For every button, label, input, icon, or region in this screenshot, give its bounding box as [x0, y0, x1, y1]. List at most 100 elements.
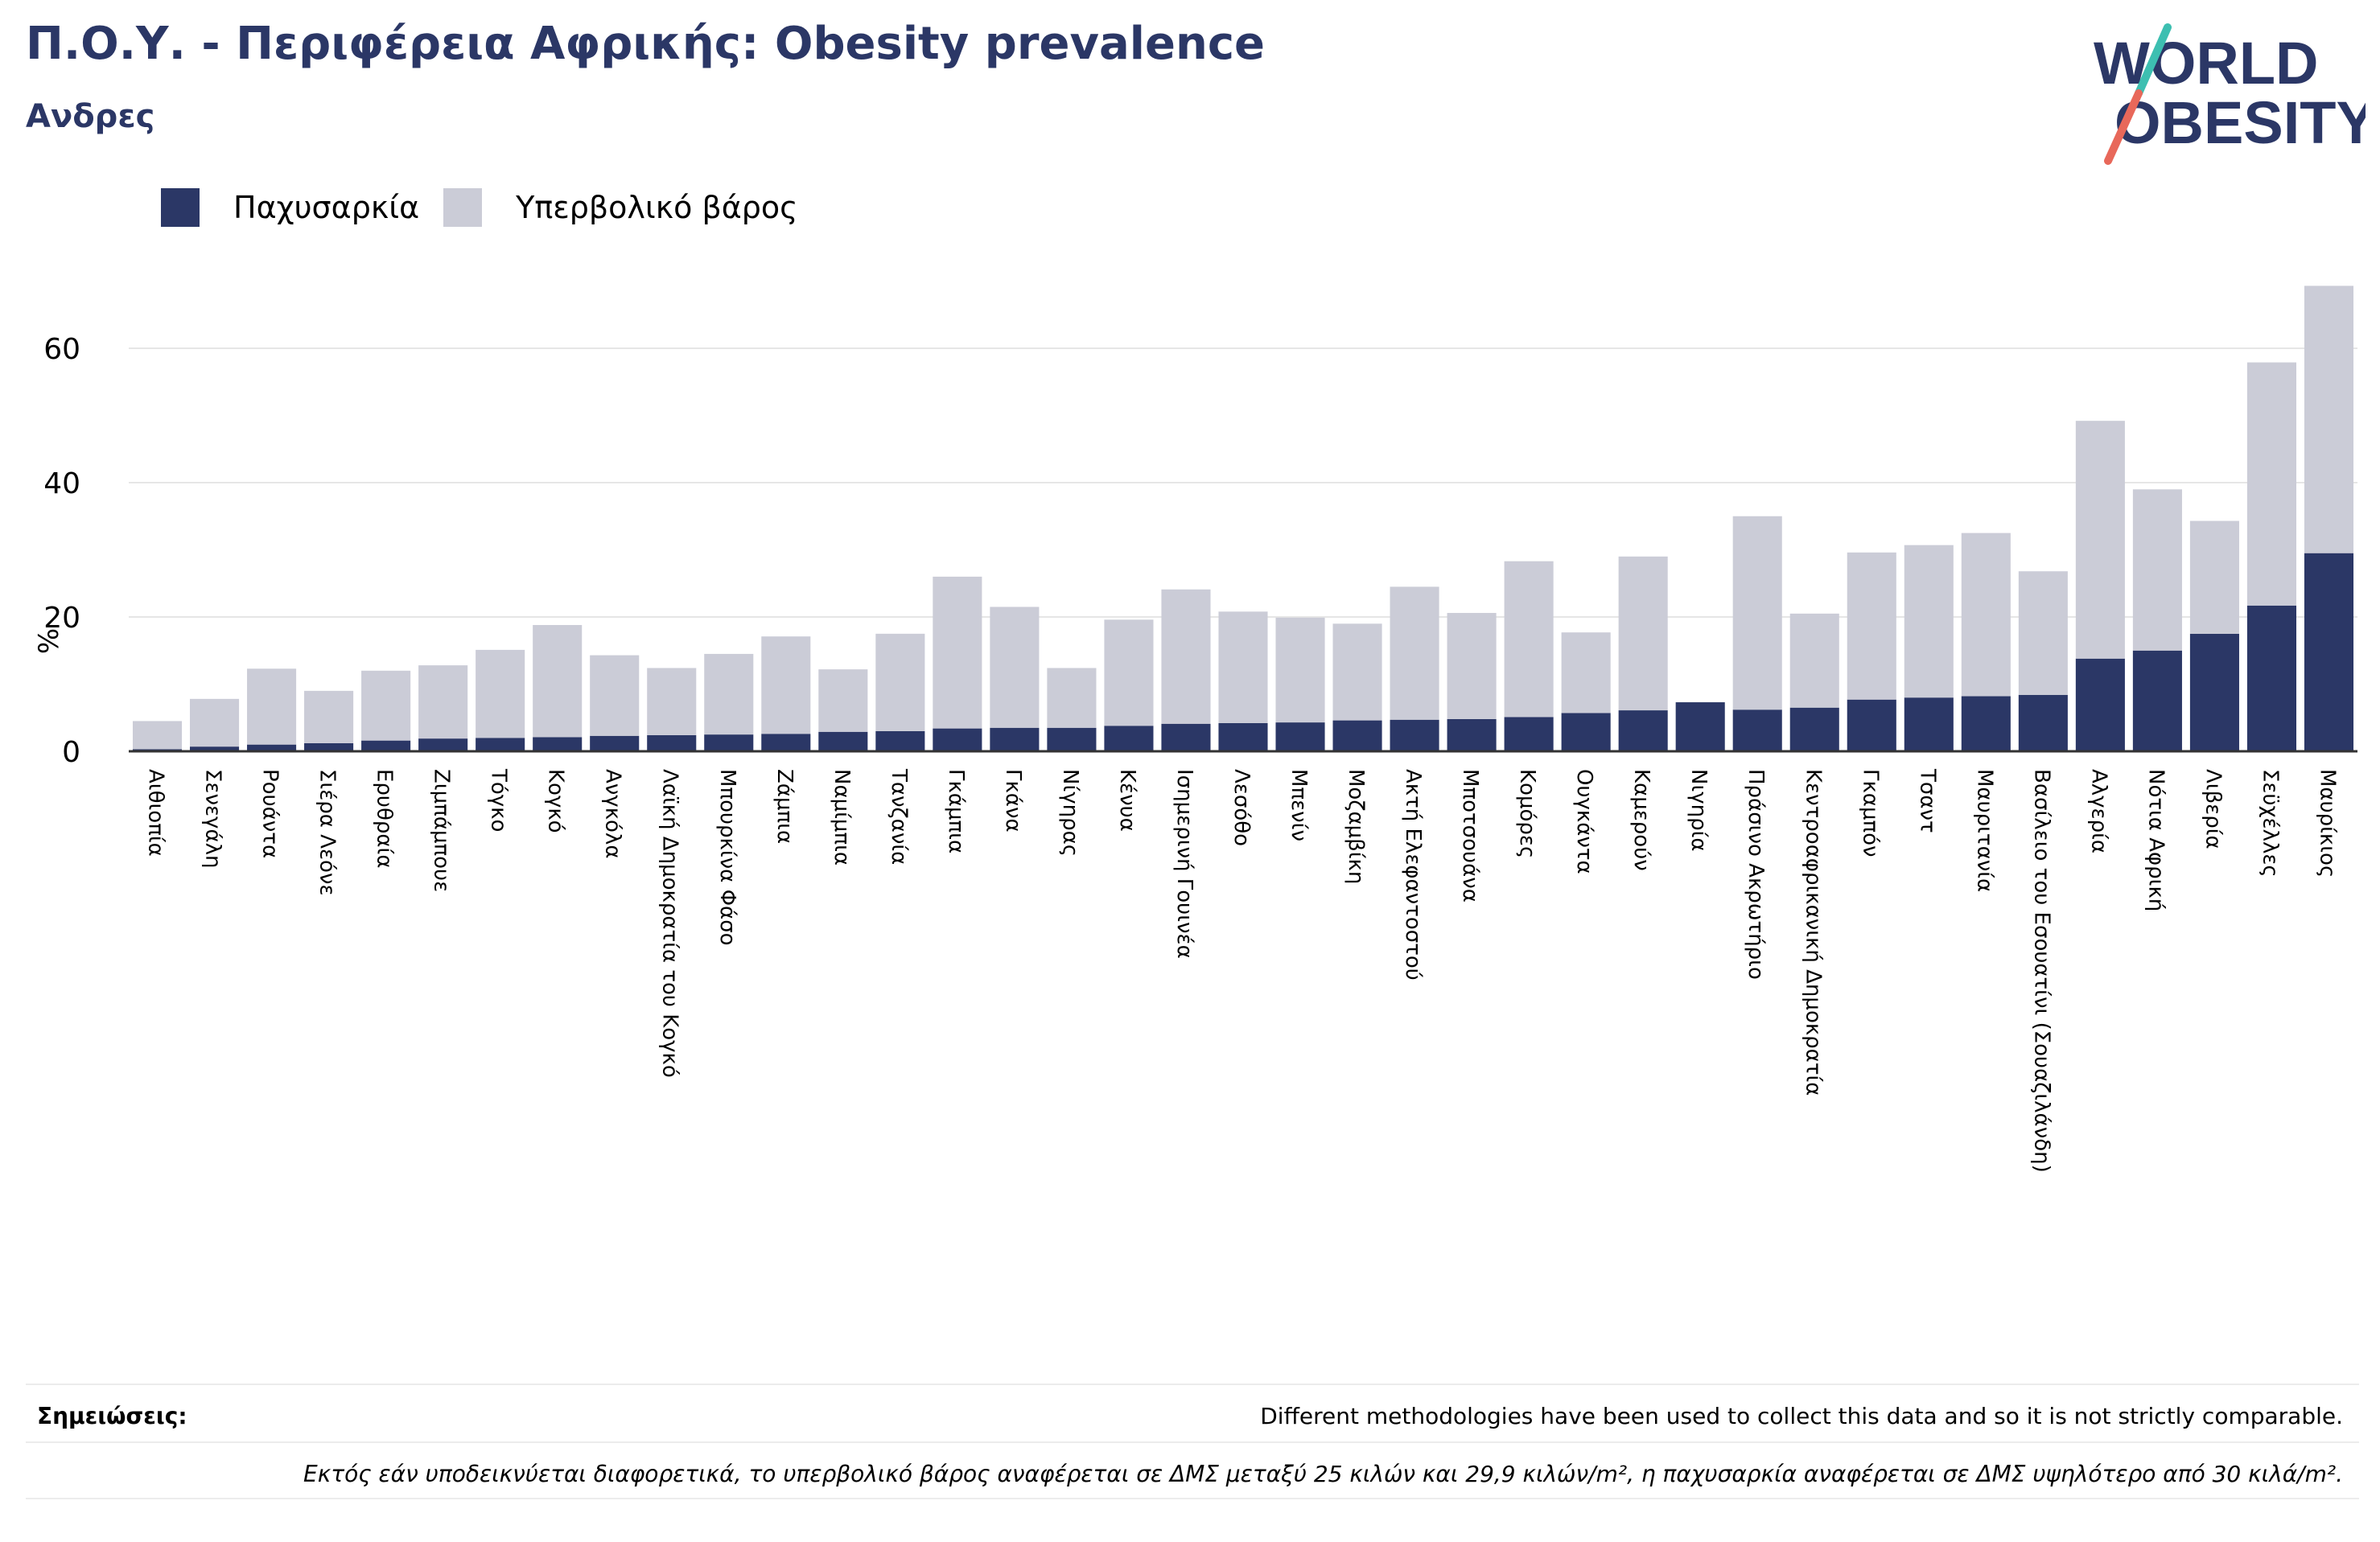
bar-obesity — [1447, 718, 1497, 751]
notes-text: Different methodologies have been used t… — [1260, 1403, 2343, 1429]
logo-line-world: WORLD — [2094, 30, 2319, 97]
notes-middle-rule — [26, 1441, 2359, 1443]
bar-obesity — [761, 734, 811, 751]
stacked-bar-chart: 0 20 40 60% Αιθιοπία Σενεγάλη Ρουάντα Σιέρα Λεό… — [33, 286, 2357, 1173]
x-tick-label: Σεϋχέλλες — [2258, 769, 2282, 878]
y-tick-label: 0 — [62, 736, 80, 769]
x-tick-label: Αλγερία — [2086, 769, 2110, 853]
x-tick-label: Μπενίν — [1287, 769, 1311, 841]
x-tick-label: Μοζαμβίκη — [1344, 769, 1368, 884]
x-tick-label: Ζιμπάμπουε — [430, 769, 454, 892]
bar-overweight — [875, 633, 925, 731]
x-tick-label: Ακτή Ελεφαντοστού — [1401, 769, 1425, 981]
bar-overweight — [1332, 623, 1382, 721]
x-tick-label: Κένυα — [1115, 769, 1139, 832]
legend-swatch-obesity — [161, 188, 200, 227]
bar-overweight — [2132, 489, 2182, 651]
notes-top-rule — [26, 1384, 2359, 1385]
y-axis-label: % — [33, 628, 65, 654]
x-tick-label: Νότια Αφρική — [2143, 769, 2168, 911]
bar-obesity — [1618, 710, 1668, 751]
notes-bottom-rule — [26, 1498, 2359, 1499]
bar-obesity — [1047, 727, 1097, 751]
bar-obesity — [247, 744, 297, 751]
bar-overweight — [189, 698, 240, 747]
bar-obesity — [2132, 650, 2182, 751]
bar-overweight — [1618, 556, 1668, 711]
x-tick-label: Ανγκόλα — [601, 769, 625, 858]
x-tick-label: Κεντροαφρικανική Δημοκρατία — [1801, 769, 1825, 1096]
bar-obesity — [933, 728, 982, 751]
bar-obesity — [875, 730, 925, 751]
bar-overweight — [304, 690, 354, 743]
bar-overweight — [1275, 617, 1325, 723]
bar-overweight — [1104, 619, 1154, 726]
x-tick-label: Ερυθραία — [373, 769, 397, 868]
x-tick-label: Κογκό — [544, 769, 568, 833]
bar-obesity — [590, 735, 640, 751]
x-tick-label: Ναμίμπια — [830, 769, 854, 866]
bar-obesity — [1218, 722, 1268, 751]
bar-overweight — [1904, 545, 1954, 698]
x-tick-label: Γκαμπόν — [1858, 769, 1882, 857]
x-tick-label: Λεσόθο — [1229, 769, 1254, 846]
bar-overweight — [1961, 533, 2011, 697]
bar-overweight — [1047, 668, 1097, 728]
bar-overweight — [361, 670, 411, 741]
bar-obesity — [1789, 707, 1839, 751]
bar-obesity — [476, 738, 525, 751]
x-tick-label: Λαϊκή Δημοκρατία του Κογκό — [658, 769, 682, 1078]
bar-obesity — [1732, 709, 1782, 751]
x-tick-label: Μαυριτανία — [1972, 769, 1996, 892]
bar-obesity — [1675, 702, 1725, 751]
bar-obesity — [2075, 658, 2125, 751]
x-tick-label: Τσαντ — [1915, 768, 1939, 833]
bar-obesity — [1561, 713, 1611, 751]
bar-obesity — [1275, 722, 1325, 751]
bar-overweight — [1161, 589, 1211, 724]
bar-overweight — [704, 653, 754, 735]
bar-overweight — [2075, 421, 2125, 659]
x-tick-label: Σενεγάλη — [201, 769, 225, 868]
bar-obesity — [1961, 696, 2011, 751]
bar-overweight — [2189, 520, 2239, 634]
bar-overweight — [647, 668, 697, 735]
x-tick-label: Ουγκάντα — [1572, 769, 1596, 874]
x-tick-label: Καμερούν — [1629, 769, 1653, 871]
chart-legend: Παχυσαρκία Υπερβολικό βάρος — [161, 185, 821, 230]
bar-obesity — [1390, 719, 1439, 751]
bar-obesity — [990, 727, 1040, 751]
bar-overweight — [1447, 612, 1497, 719]
legend-label-overweight: Υπερβολικό βάρος — [516, 190, 798, 225]
bar-obesity — [361, 740, 411, 751]
bar-obesity — [2246, 605, 2297, 751]
bar-obesity — [647, 734, 697, 751]
x-tick-label: Τόγκο — [487, 768, 511, 832]
x-tick-label: Μαυρίκιος — [2315, 769, 2339, 878]
legend-item-obesity: Παχυσαρκία — [161, 188, 419, 227]
x-tick-label: Ισημερινή Γουινέα — [1172, 769, 1196, 959]
x-tick-label: Γκάνα — [1001, 769, 1025, 833]
logo-slash-teal — [2135, 23, 2172, 97]
bar-overweight — [818, 669, 868, 732]
x-tick-label: Νίγηρας — [1058, 769, 1082, 857]
y-tick-label: 60 — [43, 333, 80, 366]
bar-obesity — [1904, 697, 1954, 751]
bar-obesity — [418, 738, 468, 751]
bar-obesity — [1161, 723, 1211, 751]
bar-overweight — [247, 668, 297, 745]
bar-overweight — [2304, 286, 2354, 553]
bar-overweight — [1390, 586, 1439, 720]
bar-obesity — [533, 737, 583, 751]
bar-overweight — [1504, 561, 1554, 718]
x-tick-label: Ζάμπια — [772, 769, 797, 844]
logo-slash-red — [2104, 89, 2143, 165]
bar-obesity — [818, 731, 868, 751]
bar-obesity — [304, 742, 354, 751]
chart-subtitle: Ανδρες — [26, 98, 155, 135]
x-tick-label: Σιέρα Λεόνε — [315, 769, 340, 896]
bar-overweight — [2018, 571, 2068, 695]
bar-overweight — [2246, 362, 2297, 606]
x-tick-label: Αιθιοπία — [144, 769, 168, 857]
bar-obesity — [189, 746, 240, 751]
